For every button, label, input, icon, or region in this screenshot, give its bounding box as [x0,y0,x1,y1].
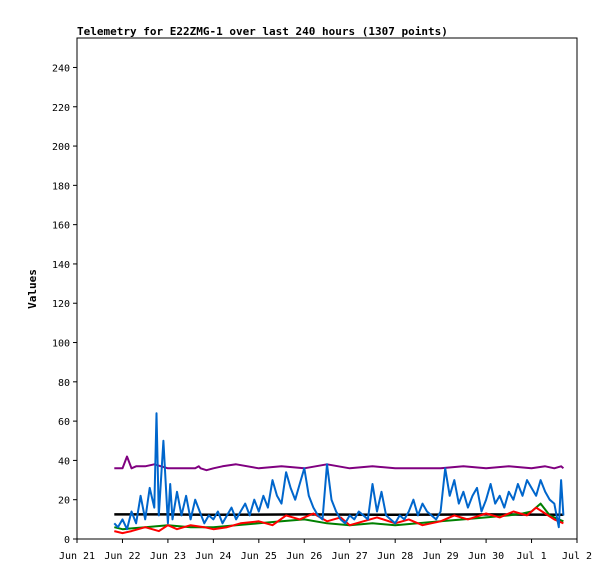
y-tick-label: 180 [52,181,70,192]
x-tick-label: Jun 25 [241,551,277,562]
y-tick-label: 120 [52,299,70,310]
y-tick-label: 20 [58,496,70,507]
x-axis: Jun 21 Jun 22 Jun 23 Jun 24 Jun 25 Jun 26 Jun … [59,539,592,562]
y-tick-label: 160 [52,221,70,232]
x-tick-label: Jun 22 [104,551,140,562]
y-tick-label: 0 [64,535,70,546]
x-tick-label: Jul 1 [516,551,546,562]
y-tick-label: 60 [58,417,70,428]
series-line-4 [114,506,564,535]
x-tick-label: Jun 26 [286,551,322,562]
x-tick-label: Jun 23 [150,551,186,562]
x-tick-label: Jul 2 [562,551,592,562]
x-tick-label: Jun 29 [423,551,459,562]
series-line-1 [114,455,565,472]
y-tick-label: 240 [52,63,70,74]
plot-frame [76,37,578,540]
y-tick-label: 220 [52,103,70,114]
y-axis-label: Values [26,269,39,309]
series-layer [113,412,565,535]
x-tick-label: Jun 28 [377,551,413,562]
y-tick-label: 140 [52,260,70,271]
y-tick-label: 80 [58,378,70,389]
y-tick-label: 100 [52,339,70,350]
x-tick-label: Jun 30 [468,551,504,562]
x-tick-label: Jun 21 [59,551,95,562]
y-tick-label: 40 [58,456,70,467]
y-tick-label: 200 [52,142,70,153]
x-tick-label: Jun 24 [195,551,231,562]
x-tick-label: Jun 27 [332,551,368,562]
y-axis: 0 20 40 60 80 100 120 140 160 180 200 220 240 [52,63,77,546]
series-line-5 [113,412,565,531]
chart-title: Telemetry for E22ZMG-1 over last 240 hou… [77,25,448,38]
